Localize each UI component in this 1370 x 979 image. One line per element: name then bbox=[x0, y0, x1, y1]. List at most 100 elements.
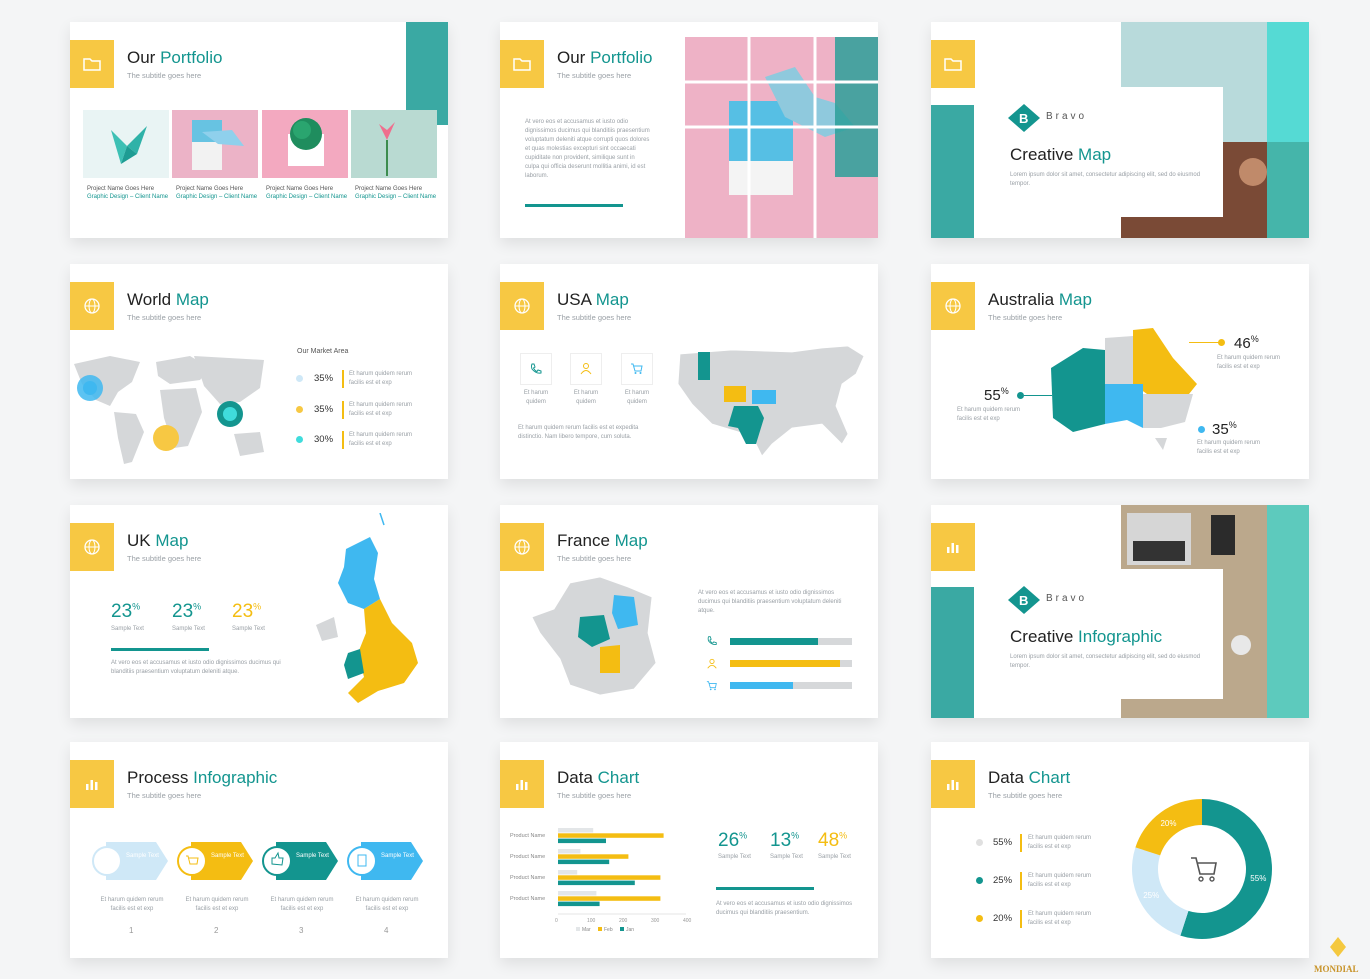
body-text: At vero eos et accusamus et iusto odio d… bbox=[111, 660, 281, 675]
brand-name: Bravo bbox=[1046, 593, 1088, 604]
project-caption: Project Name Goes Here Graphic Design – C… bbox=[266, 186, 348, 201]
donut-label: 55% bbox=[1250, 874, 1266, 883]
step-label: Sample Text bbox=[211, 853, 244, 859]
globe-icon bbox=[945, 298, 961, 314]
x-tick-label: 0 bbox=[555, 918, 558, 924]
process-step-4 bbox=[347, 842, 423, 880]
step-label: Sample Text bbox=[126, 853, 159, 859]
body-text: Lorem ipsum dolor sit amet, consectetur … bbox=[1010, 172, 1201, 187]
bar-feb bbox=[558, 875, 661, 880]
person-icon bbox=[570, 353, 602, 385]
chart-icon-box bbox=[500, 760, 544, 808]
slide-uk-map[interactable]: UK Map The subtitle goes here 23% 23% 23… bbox=[70, 505, 448, 718]
chart-icon-box bbox=[931, 523, 975, 571]
legend-text: Et harum quidem rerum facilis est et exp bbox=[1028, 911, 1092, 926]
globe-icon-box bbox=[500, 282, 544, 330]
legend-pct: 55% bbox=[993, 837, 1013, 848]
teal-accent-block bbox=[406, 22, 448, 125]
step-number: 3 bbox=[299, 926, 304, 935]
slide-subtitle: The subtitle goes here bbox=[557, 791, 632, 800]
person-icon bbox=[706, 657, 718, 675]
step-text: Et harum quidem rerum facilis est et exp bbox=[270, 897, 334, 912]
bar-chart-icon bbox=[516, 780, 528, 790]
bravo-logo-icon: B bbox=[1008, 104, 1040, 132]
slide-creative-infographic[interactable]: B Bravo Creative Infographic Lorem ipsum… bbox=[931, 505, 1309, 718]
donut-slice bbox=[1132, 847, 1189, 936]
cart-icon bbox=[621, 353, 653, 385]
folder-icon bbox=[944, 58, 962, 71]
slide-our-portfolio-grid[interactable]: Our Portfolio The subtitle goes here Pro… bbox=[70, 22, 448, 238]
bar-mar bbox=[558, 828, 594, 833]
donut-chart: 55% 25% 20% bbox=[1132, 799, 1272, 939]
bar-chart-icon bbox=[947, 780, 959, 790]
callout-dot bbox=[1198, 426, 1205, 433]
callout-dot bbox=[1017, 392, 1024, 399]
legend-swatch bbox=[576, 927, 580, 931]
project-caption: Project Name Goes Here Graphic Design – C… bbox=[355, 186, 437, 201]
world-map-graphic bbox=[74, 356, 264, 464]
portfolio-image-flower bbox=[351, 110, 437, 178]
slide-title: Our Portfolio bbox=[557, 48, 653, 67]
step-label: Sample Text bbox=[381, 853, 414, 859]
accent-line bbox=[716, 887, 814, 890]
slide-creative-map[interactable]: B Bravo Creative Map Lorem ipsum dolor s… bbox=[931, 22, 1309, 238]
legend-swatch bbox=[620, 927, 624, 931]
slide-subtitle: The subtitle goes here bbox=[127, 313, 202, 322]
cart-icon bbox=[1191, 857, 1217, 882]
slide-data-chart-bars[interactable]: Data Chart The subtitle goes here Produc… bbox=[500, 742, 878, 958]
stat-label: Sample Text bbox=[718, 854, 751, 860]
slide-process-infographic[interactable]: Process Infographic The subtitle goes he… bbox=[70, 742, 448, 958]
slide-title: Our Portfolio bbox=[127, 48, 223, 67]
slide-world-map[interactable]: World Map The subtitle goes here Our Mar… bbox=[70, 264, 448, 479]
slide-our-portfolio-feature[interactable]: Our Portfolio The subtitle goes here At … bbox=[500, 22, 878, 238]
globe-icon-box bbox=[931, 282, 975, 330]
slide-title: Creative Map bbox=[1010, 145, 1112, 164]
slide-australia-map[interactable]: Australia Map The subtitle goes here 46%… bbox=[931, 264, 1309, 479]
bar-jan bbox=[558, 859, 610, 865]
market-area-label: Our Market Area bbox=[297, 348, 349, 355]
divider bbox=[1020, 910, 1022, 928]
body-text: Lorem ipsum dolor sit amet, consectetur … bbox=[1010, 654, 1201, 669]
slide-title: UK Map bbox=[127, 531, 189, 550]
step-label: Sample Text bbox=[296, 853, 329, 859]
stat-value: 26% bbox=[718, 830, 748, 851]
chart-icon-box bbox=[70, 760, 114, 808]
legend-label: Jan bbox=[626, 927, 634, 933]
slide-subtitle: The subtitle goes here bbox=[988, 791, 1063, 800]
progress-bar bbox=[730, 638, 818, 645]
portfolio-image-origami bbox=[172, 110, 258, 178]
bar-chart-icon bbox=[86, 780, 98, 790]
step-number: 4 bbox=[384, 926, 389, 935]
callout-text: Et harum quidem rerum facilis est et exp bbox=[957, 407, 1021, 422]
x-tick-label: 300 bbox=[651, 918, 660, 924]
stat-value: 13% bbox=[770, 830, 800, 851]
icon-label: Et harum quidem bbox=[624, 390, 650, 405]
slide-data-chart-donut[interactable]: Data Chart The subtitle goes here 55% Et… bbox=[931, 742, 1309, 958]
slide-title: Data Chart bbox=[988, 768, 1071, 787]
divider bbox=[342, 401, 344, 419]
x-tick-label: 100 bbox=[587, 918, 596, 924]
globe-icon bbox=[84, 298, 100, 314]
step-text: Et harum quidem rerum facilis est et exp bbox=[100, 897, 164, 912]
market-pct: 35% bbox=[314, 404, 334, 415]
stat-value: 23% bbox=[111, 601, 141, 622]
callout-pct: 35% bbox=[1212, 420, 1237, 438]
bar-mar bbox=[558, 891, 597, 896]
slide-france-map[interactable]: France Map The subtitle goes here At ver… bbox=[500, 505, 878, 718]
phone-icon bbox=[706, 635, 718, 650]
category-label: Product Name bbox=[510, 833, 545, 839]
slide-usa-map[interactable]: USA Map The subtitle goes here Et harum … bbox=[500, 264, 878, 479]
cart-icon bbox=[706, 679, 718, 697]
brand-name: Bravo bbox=[1046, 111, 1088, 122]
market-text: Et harum quidem rerum facilis est et exp bbox=[349, 402, 413, 417]
market-pct: 30% bbox=[314, 434, 334, 445]
step-number: 1 bbox=[129, 926, 134, 935]
divider bbox=[1020, 872, 1022, 890]
teal-side-block bbox=[931, 105, 974, 238]
slide-subtitle: The subtitle goes here bbox=[557, 71, 632, 80]
slide-title: Data Chart bbox=[557, 768, 640, 787]
icon-label: Et harum quidem bbox=[523, 390, 549, 405]
callout-text: Et harum quidem rerum facilis est et exp bbox=[1217, 355, 1281, 370]
stat-value: 23% bbox=[172, 601, 202, 622]
stat-label: Sample Text bbox=[111, 626, 144, 632]
